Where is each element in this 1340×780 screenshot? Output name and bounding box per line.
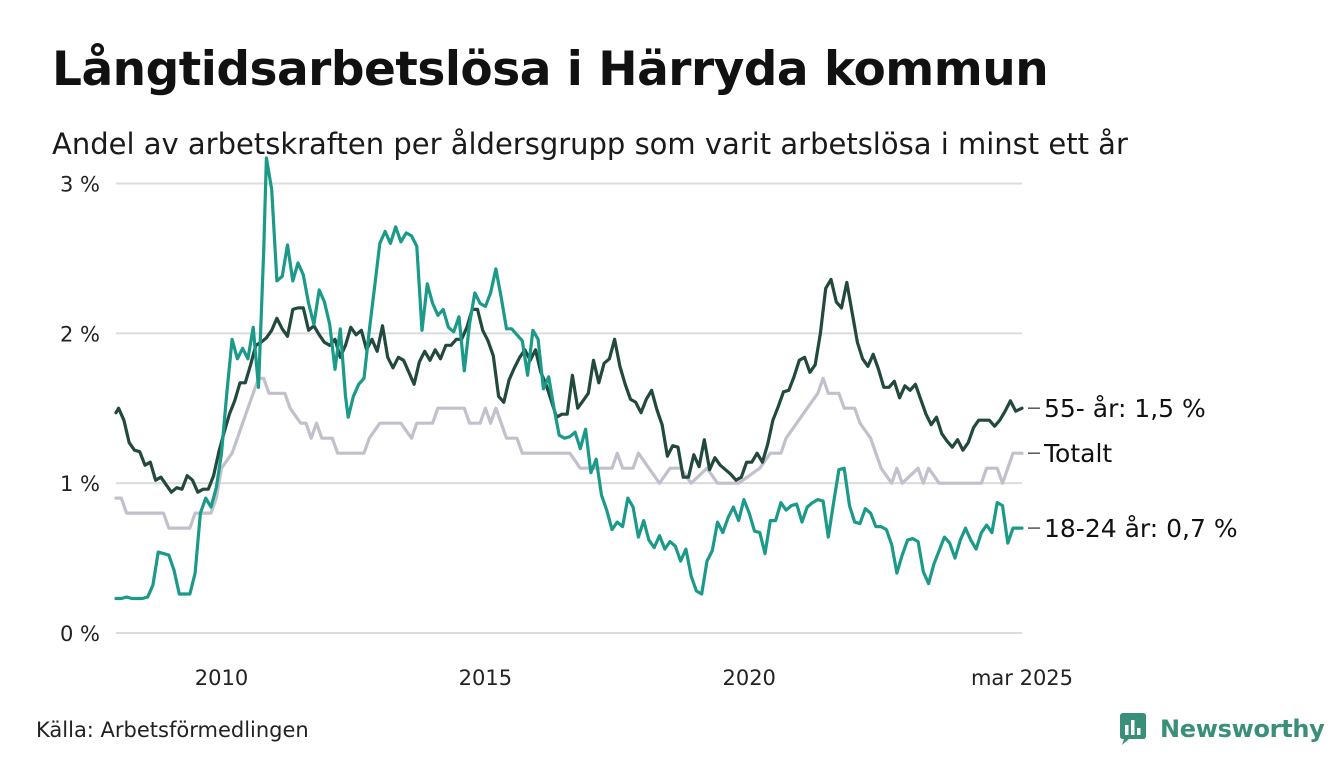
newsworthy-logo[interactable]: Newsworthy — [1118, 712, 1325, 746]
y-tick-label: 3 % — [60, 172, 100, 196]
source-note: Källa: Arbetsförmedlingen — [36, 718, 309, 742]
series-end-label: 18-24 år: 0,7 % — [1044, 514, 1238, 543]
chart-title: Långtidsarbetslösa i Härryda kommun — [52, 42, 1049, 97]
series-end-label: Totalt — [1043, 439, 1112, 468]
series-end-labels: 55- år: 1,5 % Totalt 18-24 år: 0,7 % — [1028, 394, 1238, 543]
x-tick-label: 2015 — [459, 666, 512, 690]
y-tick-label: 2 % — [60, 322, 100, 346]
series-line-2 — [114, 156, 1024, 601]
line-chart: 0 % 1 % 2 % 3 % 2010 2015 2020 mar 2025 55- år… — [60, 156, 1238, 690]
x-axis-tick-labels: 2010 2015 2020 mar 2025 — [195, 666, 1073, 690]
series-end-label: 55- år: 1,5 % — [1044, 394, 1206, 423]
bar-chart-speech-bubble-icon — [1120, 713, 1146, 745]
y-tick-label: 1 % — [60, 472, 100, 496]
x-tick-label: 2020 — [722, 666, 775, 690]
chart-subtitle: Andel av arbetskraften per åldersgrupp s… — [52, 127, 1128, 161]
y-tick-label: 0 % — [60, 622, 100, 646]
series-line-0 — [114, 376, 1024, 530]
x-tick-label: mar 2025 — [971, 666, 1073, 690]
series-line-1 — [114, 277, 1024, 494]
series-lines — [114, 156, 1024, 601]
brand-name: Newsworthy — [1160, 715, 1325, 743]
y-axis-tick-labels: 0 % 1 % 2 % 3 % — [60, 172, 100, 646]
x-tick-label: 2010 — [195, 666, 248, 690]
